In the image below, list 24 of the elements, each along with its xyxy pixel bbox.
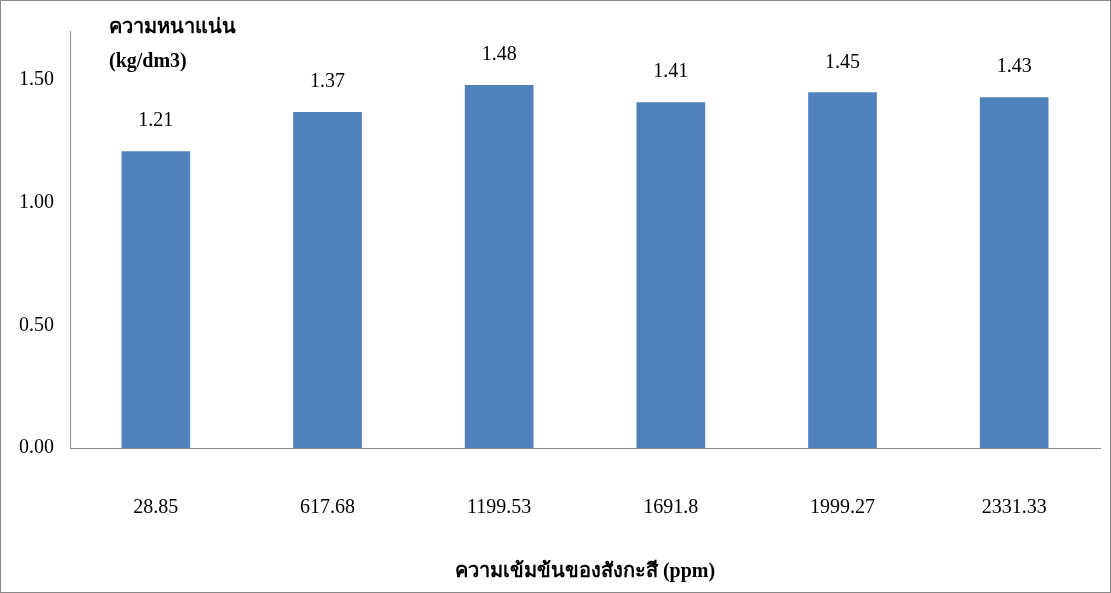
x-tick-label: 1999.27 <box>810 495 875 518</box>
x-axis-title: ความเข้มข้นของสังกะสี (ppm) <box>454 559 716 583</box>
x-tick-label: 617.68 <box>300 495 355 518</box>
bar <box>464 84 534 448</box>
y-tick-label: 0.50 <box>19 312 54 335</box>
data-label: 1.21 <box>138 108 174 131</box>
data-label: 1.45 <box>825 49 860 72</box>
x-tick-label: 1199.53 <box>467 495 532 518</box>
x-tick-label: 1691.8 <box>643 495 699 518</box>
y-tick-label: 1.50 <box>19 67 54 90</box>
data-label: 1.43 <box>996 54 1032 77</box>
bar <box>979 97 1049 448</box>
y-tick-label: 1.00 <box>19 189 54 212</box>
y-axis-title: ความหนาแน่น (kg/dm3) <box>109 14 236 74</box>
data-label: 1.41 <box>653 59 689 82</box>
y-tick-label: 0.00 <box>19 435 54 458</box>
bar <box>808 92 877 448</box>
data-label: 1.48 <box>481 42 517 65</box>
bar <box>293 111 362 448</box>
x-tick-label: 28.85 <box>133 495 179 518</box>
bar <box>636 102 706 448</box>
data-label: 1.37 <box>310 69 345 92</box>
x-tick-label: 2331.33 <box>981 495 1047 518</box>
bar <box>121 151 191 448</box>
